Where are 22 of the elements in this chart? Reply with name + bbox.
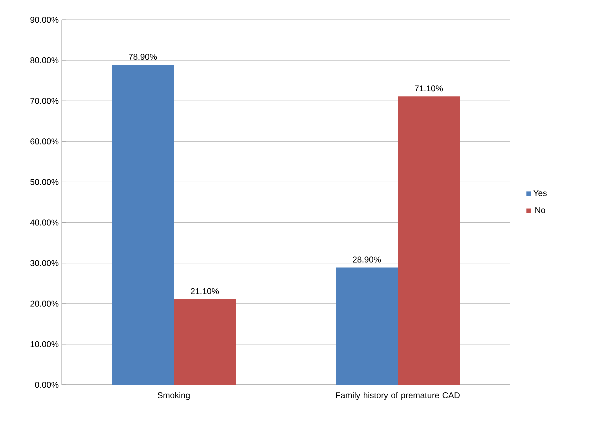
data-label: 78.90% <box>129 54 158 60</box>
data-label: 21.10% <box>191 288 220 294</box>
y-tick-label: 30.00% <box>30 260 59 266</box>
legend-label: No <box>536 207 546 214</box>
data-label: 28.90% <box>353 256 382 263</box>
x-tick-label: Smoking <box>158 392 190 400</box>
y-tick-label: 90.00% <box>30 17 59 23</box>
y-tick-label: 60.00% <box>30 138 59 145</box>
y-tick-label: 20.00% <box>30 300 59 307</box>
y-tick-label: 0.00% <box>35 382 59 388</box>
legend-label: Yes <box>534 190 547 196</box>
y-tick-label: 80.00% <box>30 58 59 64</box>
bar <box>398 96 460 385</box>
data-label: 71.10% <box>415 86 444 92</box>
bar <box>174 299 236 385</box>
y-tick-label: 70.00% <box>30 98 59 104</box>
bar <box>336 268 398 385</box>
y-tick-label: 50.00% <box>30 179 59 186</box>
y-tick-label: 10.00% <box>30 341 59 348</box>
bar <box>112 65 174 385</box>
x-tick-label: Family history of premature CAD <box>336 392 460 400</box>
y-tick-label: 40.00% <box>30 220 59 226</box>
